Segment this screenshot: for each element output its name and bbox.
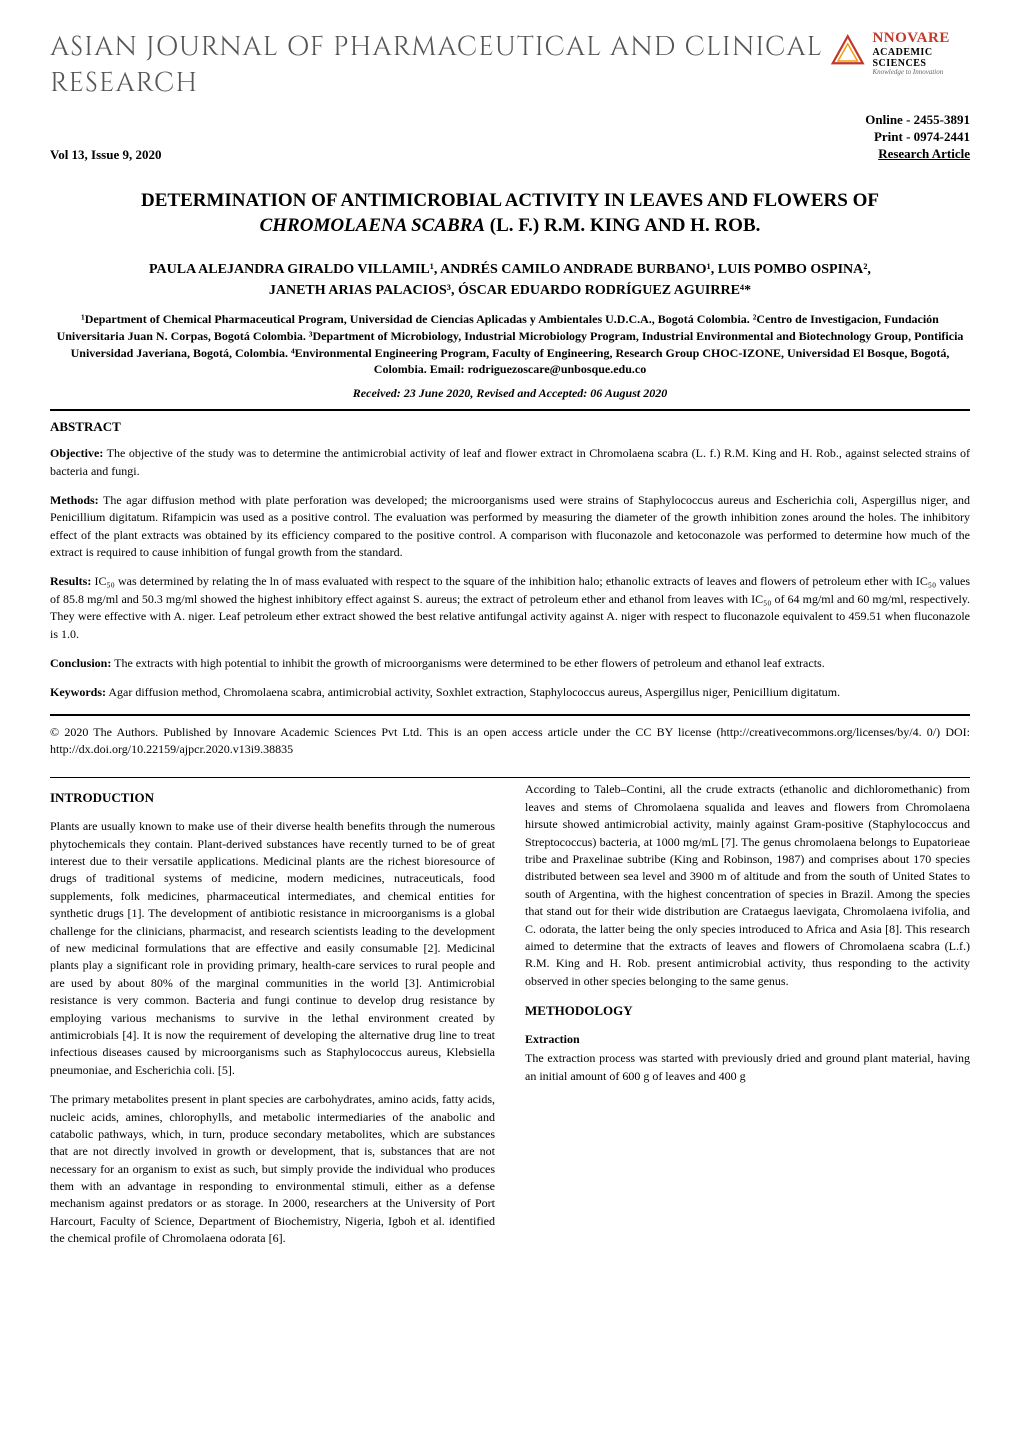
received-accepted-dates: Received: 23 June 2020, Revised and Acce… xyxy=(50,386,970,401)
methodology-heading: METHODOLOGY xyxy=(525,1002,970,1021)
article-body: INTRODUCTION Plants are usually known to… xyxy=(50,781,970,1247)
header-row: ASIAN JOURNAL OF PHARMACEUTICAL AND CLIN… xyxy=(50,30,970,102)
logo-icon xyxy=(829,31,866,76)
abstract-results: Results: IC₅₀ was determined by relating… xyxy=(50,573,970,643)
article-type: Research Article xyxy=(865,146,970,163)
keywords-text: Agar diffusion method, Chromolaena scabr… xyxy=(106,685,840,699)
authors-line1: PAULA ALEJANDRA GIRALDO VILLAMIL¹, ANDRÉ… xyxy=(149,262,871,277)
publisher-logo: NNOVARE ACADEMIC SCIENCES Knowledge to I… xyxy=(829,30,970,76)
journal-name: ASIAN JOURNAL OF PHARMACEUTICAL AND CLIN… xyxy=(50,30,829,102)
objective-lead: Objective: xyxy=(50,446,103,460)
extraction-paragraph: The extraction process was started with … xyxy=(525,1050,970,1085)
divider xyxy=(50,714,970,716)
article-title: DETERMINATION OF ANTIMICROBIAL ACTIVITY … xyxy=(50,188,970,239)
authors-line2: JANETH ARIAS PALACIOS³, ÓSCAR EDUARDO RO… xyxy=(269,283,751,298)
methods-text: The agar diffusion method with plate per… xyxy=(50,493,970,559)
objective-text: The objective of the study was to determ… xyxy=(50,446,970,477)
logo-main: NNOVARE xyxy=(872,30,970,47)
title-species: CHROMOLAENA SCABRA xyxy=(260,215,485,236)
abstract-conclusion: Conclusion: The extracts with high poten… xyxy=(50,655,970,672)
abstract-keywords: Keywords: Agar diffusion method, Chromol… xyxy=(50,684,970,701)
divider xyxy=(50,777,970,778)
keywords-lead: Keywords: xyxy=(50,685,106,699)
extraction-heading: Extraction xyxy=(525,1031,970,1048)
results-text: IC₅₀ was determined by relating the ln o… xyxy=(50,574,970,640)
affiliations: ¹Department of Chemical Pharmaceutical P… xyxy=(50,311,970,378)
volume-issue: Vol 13, Issue 9, 2020 xyxy=(50,147,161,163)
methods-lead: Methods: xyxy=(50,493,99,507)
abstract-heading: ABSTRACT xyxy=(50,419,970,435)
issn-block: Online - 2455-3891 Print - 0974-2441 Res… xyxy=(865,112,970,163)
abstract-objective: Objective: The objective of the study wa… xyxy=(50,445,970,480)
intro-paragraph-3: According to Taleb–Contini, all the crud… xyxy=(525,781,970,990)
authors: PAULA ALEJANDRA GIRALDO VILLAMIL¹, ANDRÉ… xyxy=(50,259,970,301)
intro-paragraph-2: The primary metabolites present in plant… xyxy=(50,1091,495,1248)
results-lead: Results: xyxy=(50,574,91,588)
issn-online: Online - 2455-3891 xyxy=(865,112,970,129)
divider xyxy=(50,409,970,411)
issn-print: Print - 0974-2441 xyxy=(865,129,970,146)
title-rest: (L. F.) R.M. KING AND H. ROB. xyxy=(485,215,760,236)
abstract-body: Objective: The objective of the study wa… xyxy=(50,445,970,702)
introduction-heading: INTRODUCTION xyxy=(50,789,495,808)
logo-tag: Knowledge to Innovation xyxy=(872,69,970,77)
logo-text: NNOVARE ACADEMIC SCIENCES Knowledge to I… xyxy=(872,30,970,76)
conclusion-lead: Conclusion: xyxy=(50,656,111,670)
conclusion-text: The extracts with high potential to inhi… xyxy=(111,656,824,670)
abstract-methods: Methods: The agar diffusion method with … xyxy=(50,492,970,562)
meta-row: Vol 13, Issue 9, 2020 Online - 2455-3891… xyxy=(50,112,970,163)
title-line1: DETERMINATION OF ANTIMICROBIAL ACTIVITY … xyxy=(141,190,879,211)
intro-paragraph-1: Plants are usually known to make use of … xyxy=(50,818,495,1079)
logo-sub: ACADEMIC SCIENCES xyxy=(872,47,970,69)
license-text: © 2020 The Authors. Published by Innovar… xyxy=(50,724,970,758)
